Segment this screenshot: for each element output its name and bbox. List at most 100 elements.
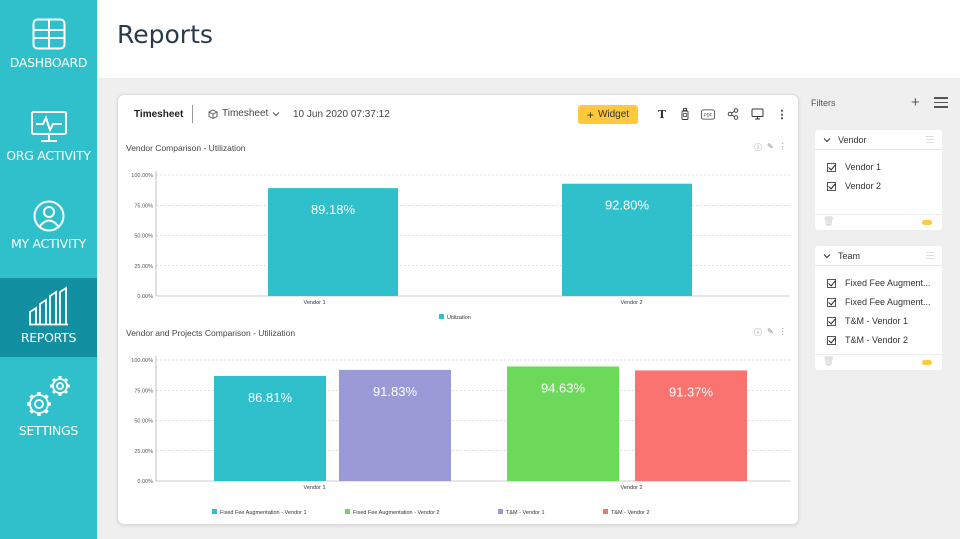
text-icon[interactable]: T (657, 107, 667, 121)
filter-option[interactable]: T&M - Vendor 2 (827, 335, 908, 345)
report-date: 10 Jun 2020 07:37:12 (293, 109, 390, 120)
filter-option-label: T&M - Vendor 1 (845, 316, 909, 326)
x-tick-label: Vendor 1 (303, 485, 325, 491)
more-vertical-icon[interactable]: ⋮ (778, 327, 787, 336)
bar (268, 188, 398, 296)
checkbox-checked[interactable] (827, 278, 836, 288)
vendor-filter-label: Vendor (838, 134, 867, 145)
checkbox-checked[interactable] (827, 335, 836, 345)
drag-handle-icon[interactable] (926, 252, 934, 261)
sidebar-item-org-activity[interactable]: ORG ACTIVITY (0, 110, 97, 163)
info-icon[interactable]: ⓘ (754, 143, 762, 152)
trash-icon[interactable]: 🗑 (823, 216, 835, 226)
report-title: Timesheet (134, 109, 184, 120)
sidebar-item-label: DASHBOARD (9, 55, 88, 70)
y-tick-label: 100.00% (131, 173, 153, 179)
sidebar-item-reports[interactable]: REPORTS (0, 278, 97, 357)
data-label: 89.18% (311, 202, 356, 217)
filter-footer: 🗑 (815, 214, 942, 230)
legend-swatch (439, 314, 444, 319)
team-filter-label: Team (838, 250, 861, 261)
chart1-title: Vendor Comparison - Utilization (126, 143, 246, 153)
trash-icon[interactable]: 🗑 (823, 356, 835, 366)
add-filter-icon[interactable]: + (911, 94, 920, 111)
y-tick-label: 50.00% (134, 419, 153, 425)
filters-title: Filters (811, 98, 836, 108)
filter-option-label: Vendor 1 (845, 162, 882, 172)
bar-chart-icon (28, 286, 68, 326)
y-tick-label: 25.00% (134, 449, 153, 455)
timesheet-select[interactable]: Timesheet (208, 108, 280, 119)
filter-footer: 🗑 (815, 354, 942, 370)
cube-icon (208, 108, 218, 119)
checkbox-checked[interactable] (827, 162, 836, 172)
filter-option-label: Fixed Fee Augment... (845, 297, 931, 307)
checkbox-checked[interactable] (827, 316, 836, 326)
filter-option[interactable]: Fixed Fee Augment... (827, 278, 931, 288)
chevron-down-icon (823, 253, 831, 258)
sidebar-item-label: MY ACTIVITY (11, 236, 86, 251)
user-icon (33, 200, 64, 232)
toggle-switch[interactable] (922, 360, 932, 365)
page-title: Reports (117, 20, 213, 49)
menu-icon[interactable] (934, 97, 948, 111)
info-icon[interactable]: ⓘ (754, 328, 762, 337)
sidebar: DASHBOARD ORG ACTIVITY MY ACTIVITY REPOR… (0, 0, 97, 539)
edit-icon[interactable]: ✎ (767, 327, 774, 336)
y-tick-label: 25.00% (134, 264, 153, 270)
filter-option[interactable]: Vendor 1 (827, 162, 881, 172)
legend-swatch (212, 509, 217, 514)
share-icon[interactable] (726, 107, 740, 121)
y-tick-label: 0.00% (137, 479, 153, 485)
drag-handle-icon[interactable] (926, 136, 934, 145)
bar (214, 375, 326, 481)
x-tick-label: Vendor 1 (303, 300, 325, 306)
bar (562, 183, 692, 296)
y-tick-label: 50.00% (134, 234, 153, 240)
sidebar-item-label: SETTINGS (18, 423, 79, 438)
svg-text:PDF: PDF (704, 112, 713, 117)
legend-label: Fixed Fee Augmentation - Vendor 2 (353, 510, 440, 516)
sidebar-item-label: ORG ACTIVITY (6, 148, 91, 163)
team-filter-header[interactable]: Team (815, 246, 942, 266)
sidebar-item-label: REPORTS (20, 330, 77, 345)
checkbox-checked[interactable] (827, 297, 836, 307)
bottle-icon[interactable] (678, 107, 692, 121)
pdf-icon[interactable]: PDF (701, 107, 715, 121)
dashboard-icon (32, 18, 65, 50)
legend-label: Fixed Fee Augmentation - Vendor 1 (220, 510, 307, 516)
sidebar-item-my-activity[interactable]: MY ACTIVITY (0, 200, 97, 251)
checkbox-checked[interactable] (827, 181, 836, 191)
vendor-filter-panel: Vendor Vendor 1 Vendor 2 🗑 (815, 130, 942, 230)
monitor-icon[interactable] (750, 107, 764, 121)
filter-option[interactable]: Fixed Fee Augment... (827, 297, 931, 307)
toggle-switch[interactable] (922, 220, 932, 225)
more-vertical-icon[interactable]: ⋮ (778, 142, 787, 151)
gears-icon (26, 376, 70, 416)
sidebar-item-dashboard[interactable]: DASHBOARD (0, 18, 97, 70)
widget-button-label: Widget (597, 109, 630, 120)
y-tick-label: 75.00% (134, 203, 153, 209)
y-tick-label: 100.00% (131, 358, 153, 364)
data-label: 91.83% (373, 384, 418, 399)
header: Reports (97, 0, 960, 78)
y-tick-label: 75.00% (134, 388, 153, 394)
filter-option[interactable]: T&M - Vendor 1 (827, 316, 908, 326)
filter-option-label: T&M - Vendor 2 (845, 335, 909, 345)
report-toolbar: Timesheet Timesheet 10 Jun 2020 07:37:12… (118, 95, 798, 133)
vendor-filter-header[interactable]: Vendor (815, 130, 942, 150)
sidebar-item-settings[interactable]: SETTINGS (0, 374, 97, 438)
x-tick-label: Vendor 2 (620, 300, 642, 306)
more-vertical-icon[interactable]: ⋮ (776, 108, 788, 121)
add-widget-button[interactable]: + Widget (578, 105, 638, 124)
plus-icon: + (586, 107, 594, 122)
legend-label: Utilization (447, 315, 471, 321)
bar (339, 369, 451, 481)
filter-option[interactable]: Vendor 2 (827, 181, 881, 191)
data-label: 91.37% (669, 384, 714, 399)
chart1-actions: ⓘ ✎ ⋮ (754, 142, 787, 153)
legend-swatch (498, 509, 503, 514)
chevron-down-icon (272, 111, 280, 116)
edit-icon[interactable]: ✎ (767, 142, 774, 151)
legend-swatch (345, 509, 350, 514)
